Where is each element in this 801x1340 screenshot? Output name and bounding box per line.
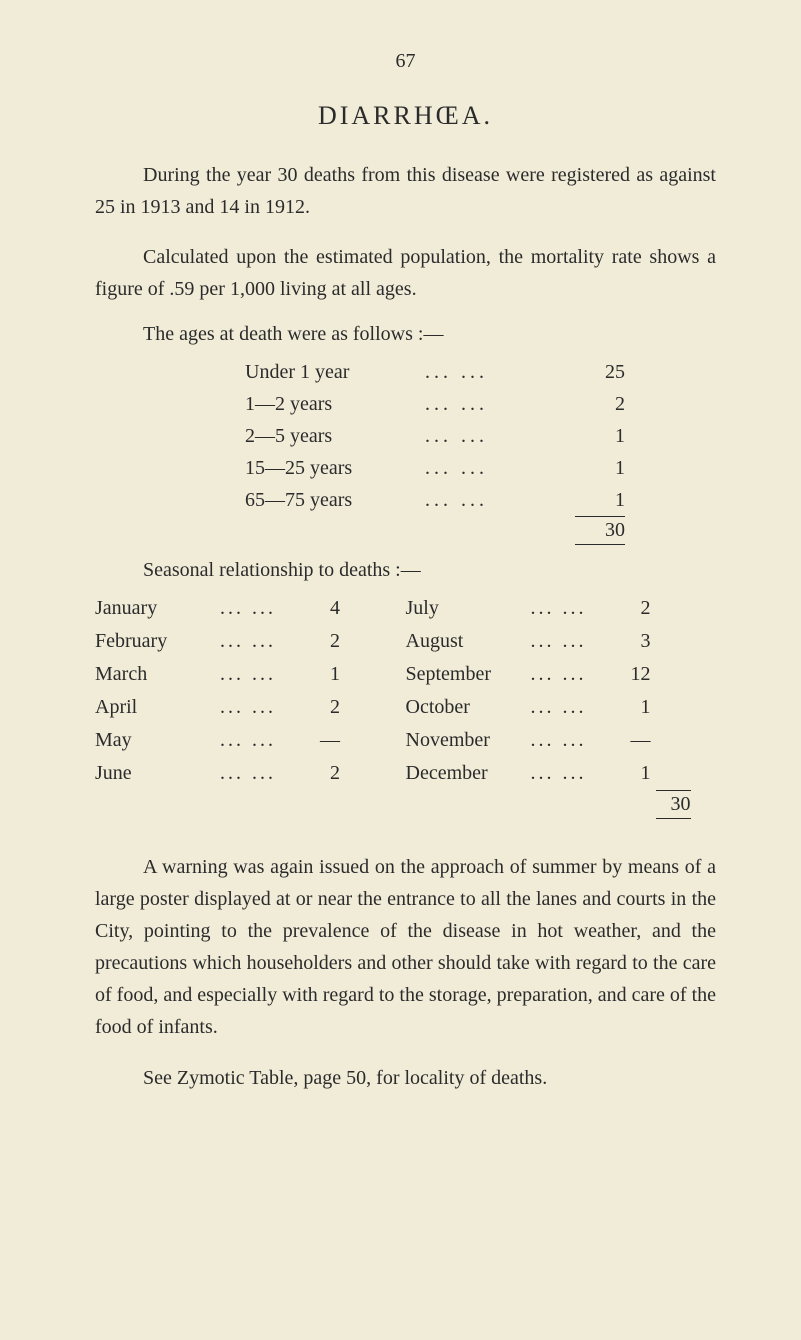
month-label: November: [406, 724, 531, 757]
month-label: April: [95, 691, 220, 724]
leader-dots: ... ...: [531, 691, 616, 724]
leader-dots: ... ...: [425, 388, 575, 420]
month-label: September: [406, 658, 531, 691]
paragraph-1: During the year 30 deaths from this dise…: [95, 159, 716, 223]
page-number: 67: [95, 50, 716, 73]
month-value: 2: [305, 625, 340, 658]
table-row: 65—75 years ... ... 1: [245, 484, 716, 516]
leader-dots: ... ...: [531, 757, 616, 790]
age-label: Under 1 year: [245, 356, 425, 388]
month-value: 2: [305, 691, 340, 724]
leader-dots: ... ...: [425, 420, 575, 452]
month-value: 12: [616, 658, 651, 691]
see-reference: See Zymotic Table, page 50, for locality…: [95, 1067, 716, 1090]
month-label: July: [406, 592, 531, 625]
leader-dots: ... ...: [531, 658, 616, 691]
seasonal-heading: Seasonal relationship to deaths :—: [143, 559, 716, 582]
month-label: May: [95, 724, 220, 757]
table-row: December ... ... 1: [406, 757, 717, 790]
age-value: 2: [575, 388, 625, 420]
month-value: 1: [616, 691, 651, 724]
table-row: Under 1 year ... ... 25: [245, 356, 716, 388]
document-page: 67 DIARRHŒA. During the year 30 deaths f…: [0, 0, 801, 1140]
age-total: 30: [575, 516, 625, 545]
leader-dots: ... ...: [531, 625, 616, 658]
month-label: October: [406, 691, 531, 724]
leader-dots: ... ...: [220, 757, 305, 790]
age-value: 1: [575, 484, 625, 516]
age-label: 2—5 years: [245, 420, 425, 452]
table-row: February ... ... 2: [95, 625, 406, 658]
month-label: August: [406, 625, 531, 658]
table-row: November ... ... —: [406, 724, 717, 757]
table-row: August ... ... 3: [406, 625, 717, 658]
month-value: 2: [616, 592, 651, 625]
month-label: March: [95, 658, 220, 691]
leader-dots: ... ...: [425, 452, 575, 484]
leader-dots: ... ...: [531, 724, 616, 757]
table-row: March ... ... 1: [95, 658, 406, 691]
leader-dots: ... ...: [220, 625, 305, 658]
month-label: December: [406, 757, 531, 790]
paragraph-2: Calculated upon the estimated population…: [95, 241, 716, 305]
month-label: January: [95, 592, 220, 625]
leader-dots: ... ...: [425, 356, 575, 388]
months-table: January ... ... 4 February ... ... 2 Mar…: [95, 592, 716, 819]
leader-dots: ... ...: [220, 724, 305, 757]
month-value: 4: [305, 592, 340, 625]
months-total: 30: [656, 790, 691, 819]
table-row: 15—25 years ... ... 1: [245, 452, 716, 484]
leader-dots: ... ...: [220, 658, 305, 691]
age-value: 1: [575, 452, 625, 484]
table-row: 2—5 years ... ... 1: [245, 420, 716, 452]
age-label: 65—75 years: [245, 484, 425, 516]
table-row: January ... ... 4: [95, 592, 406, 625]
table-row: May ... ... —: [95, 724, 406, 757]
table-row: April ... ... 2: [95, 691, 406, 724]
month-label: February: [95, 625, 220, 658]
leader-dots: ... ...: [220, 592, 305, 625]
months-right-column: July ... ... 2 August ... ... 3 Septembe…: [406, 592, 717, 819]
age-total-row: 30: [245, 516, 716, 545]
month-value: 3: [616, 625, 651, 658]
age-label: 15—25 years: [245, 452, 425, 484]
leader-dots: ... ...: [425, 484, 575, 516]
table-row: 1—2 years ... ... 2: [245, 388, 716, 420]
table-row: June ... ... 2: [95, 757, 406, 790]
month-value: 1: [616, 757, 651, 790]
ages-heading: The ages at death were as follows :—: [143, 323, 716, 346]
month-value: —: [305, 724, 340, 757]
leader-dots: ... ...: [220, 691, 305, 724]
months-total-row: 30: [656, 790, 717, 819]
age-value: 25: [575, 356, 625, 388]
table-row: October ... ... 1: [406, 691, 717, 724]
page-title: DIARRHŒA.: [95, 101, 716, 131]
age-value: 1: [575, 420, 625, 452]
table-row: July ... ... 2: [406, 592, 717, 625]
age-table: Under 1 year ... ... 25 1—2 years ... ..…: [245, 356, 716, 545]
month-value: 1: [305, 658, 340, 691]
month-value: 2: [305, 757, 340, 790]
age-label: 1—2 years: [245, 388, 425, 420]
month-value: —: [616, 724, 651, 757]
table-row: September ... ... 12: [406, 658, 717, 691]
leader-dots: ... ...: [531, 592, 616, 625]
months-left-column: January ... ... 4 February ... ... 2 Mar…: [95, 592, 406, 819]
month-label: June: [95, 757, 220, 790]
paragraph-3: A warning was again issued on the approa…: [95, 851, 716, 1043]
